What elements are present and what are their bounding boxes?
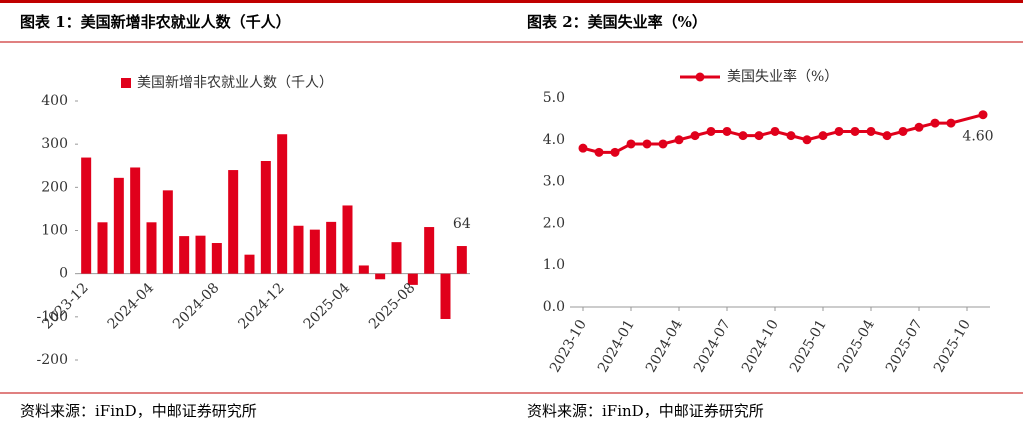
- x-tick-label: 2025-10: [931, 317, 974, 375]
- marker: [642, 139, 652, 149]
- marker: [786, 131, 796, 141]
- bar: [391, 242, 402, 274]
- marker: [610, 147, 620, 157]
- bar: [130, 167, 141, 274]
- marker: [850, 126, 860, 136]
- y-tick-label: 4.0: [543, 132, 565, 148]
- marker: [738, 131, 748, 141]
- x-tick-label: 2024-01: [595, 317, 638, 375]
- bar: [244, 254, 255, 274]
- bar: [309, 229, 320, 274]
- y-tick-label: 3.0: [543, 174, 565, 190]
- data-label: 4.60: [962, 129, 993, 145]
- marker: [978, 110, 988, 120]
- y-tick-label: -200: [37, 352, 68, 368]
- legend-marker: [695, 72, 705, 82]
- bar: [293, 225, 304, 274]
- source: 资料来源：iFinD，中邮证券研究所: [527, 402, 764, 420]
- x-tick-label: 2024-04: [105, 280, 158, 333]
- y-tick-label: 5.0: [543, 90, 565, 106]
- top-rule: [0, 0, 1023, 3]
- x-tick-label: 2025-04: [835, 317, 878, 375]
- bar: [456, 246, 467, 274]
- y-tick-label: 0: [59, 266, 68, 282]
- chart-title: 图表 2：美国失业率（%）: [527, 13, 707, 31]
- marker: [594, 147, 604, 157]
- x-tick-label: 2025-07: [883, 317, 926, 375]
- bar: [260, 161, 271, 274]
- bar: [228, 170, 239, 274]
- marker: [690, 131, 700, 141]
- y-tick-label: -100: [37, 309, 68, 325]
- bar: [97, 222, 108, 274]
- marker: [882, 131, 892, 141]
- y-tick-label: 400: [41, 93, 68, 109]
- source: 资料来源：iFinD，中邮证券研究所: [20, 402, 257, 420]
- chart-title: 图表 1：美国新增非农就业人数（千人）: [20, 13, 291, 31]
- x-tick-label: 2024-12: [235, 280, 287, 332]
- bar: [211, 243, 222, 274]
- bar: [424, 227, 435, 274]
- legend-label: 美国失业率（%）: [727, 68, 838, 85]
- bar: [277, 134, 288, 274]
- bar: [162, 190, 173, 274]
- marker: [946, 118, 956, 128]
- marker: [818, 131, 828, 141]
- marker: [898, 126, 908, 136]
- y-tick-label: 100: [41, 223, 68, 239]
- x-tick-label: 2024-10: [739, 317, 782, 375]
- marker: [914, 122, 924, 132]
- bar: [407, 273, 418, 285]
- x-tick-label: 2024-07: [691, 317, 734, 375]
- marker: [658, 139, 668, 149]
- y-tick-label: 1.0: [543, 257, 565, 273]
- bar: [113, 177, 124, 274]
- x-tick-label: 2024-04: [643, 317, 686, 375]
- marker: [626, 139, 636, 149]
- bar: [195, 235, 206, 274]
- marker: [930, 118, 940, 128]
- marker: [578, 143, 588, 153]
- marker: [722, 126, 732, 136]
- marker: [754, 131, 764, 141]
- bar: [326, 221, 337, 274]
- x-tick-label: 2025-04: [301, 280, 354, 333]
- bar: [81, 157, 92, 274]
- marker: [770, 126, 780, 136]
- bar: [440, 273, 451, 319]
- y-tick-label: 300: [41, 136, 68, 152]
- marker: [802, 135, 812, 145]
- marker: [706, 126, 716, 136]
- marker: [834, 126, 844, 136]
- y-tick-label: 200: [41, 179, 68, 195]
- bar: [179, 236, 190, 274]
- x-tick-label: 2024-08: [170, 280, 222, 332]
- legend-swatch: [121, 78, 131, 88]
- x-tick-label: 2023-10: [547, 317, 590, 375]
- marker: [674, 135, 684, 145]
- marker: [866, 126, 876, 136]
- x-tick-label: 2025-08: [366, 280, 418, 332]
- y-tick-label: 2.0: [543, 215, 565, 231]
- y-tick-label: 0.0: [543, 299, 565, 315]
- bar: [358, 265, 369, 274]
- data-label: 64: [453, 216, 471, 232]
- legend-label: 美国新增非农就业人数（千人）: [137, 75, 333, 91]
- bar: [342, 205, 353, 274]
- bar: [375, 273, 386, 280]
- x-tick-label: 2025-01: [787, 317, 830, 375]
- bar: [146, 222, 157, 274]
- line: [582, 113, 984, 154]
